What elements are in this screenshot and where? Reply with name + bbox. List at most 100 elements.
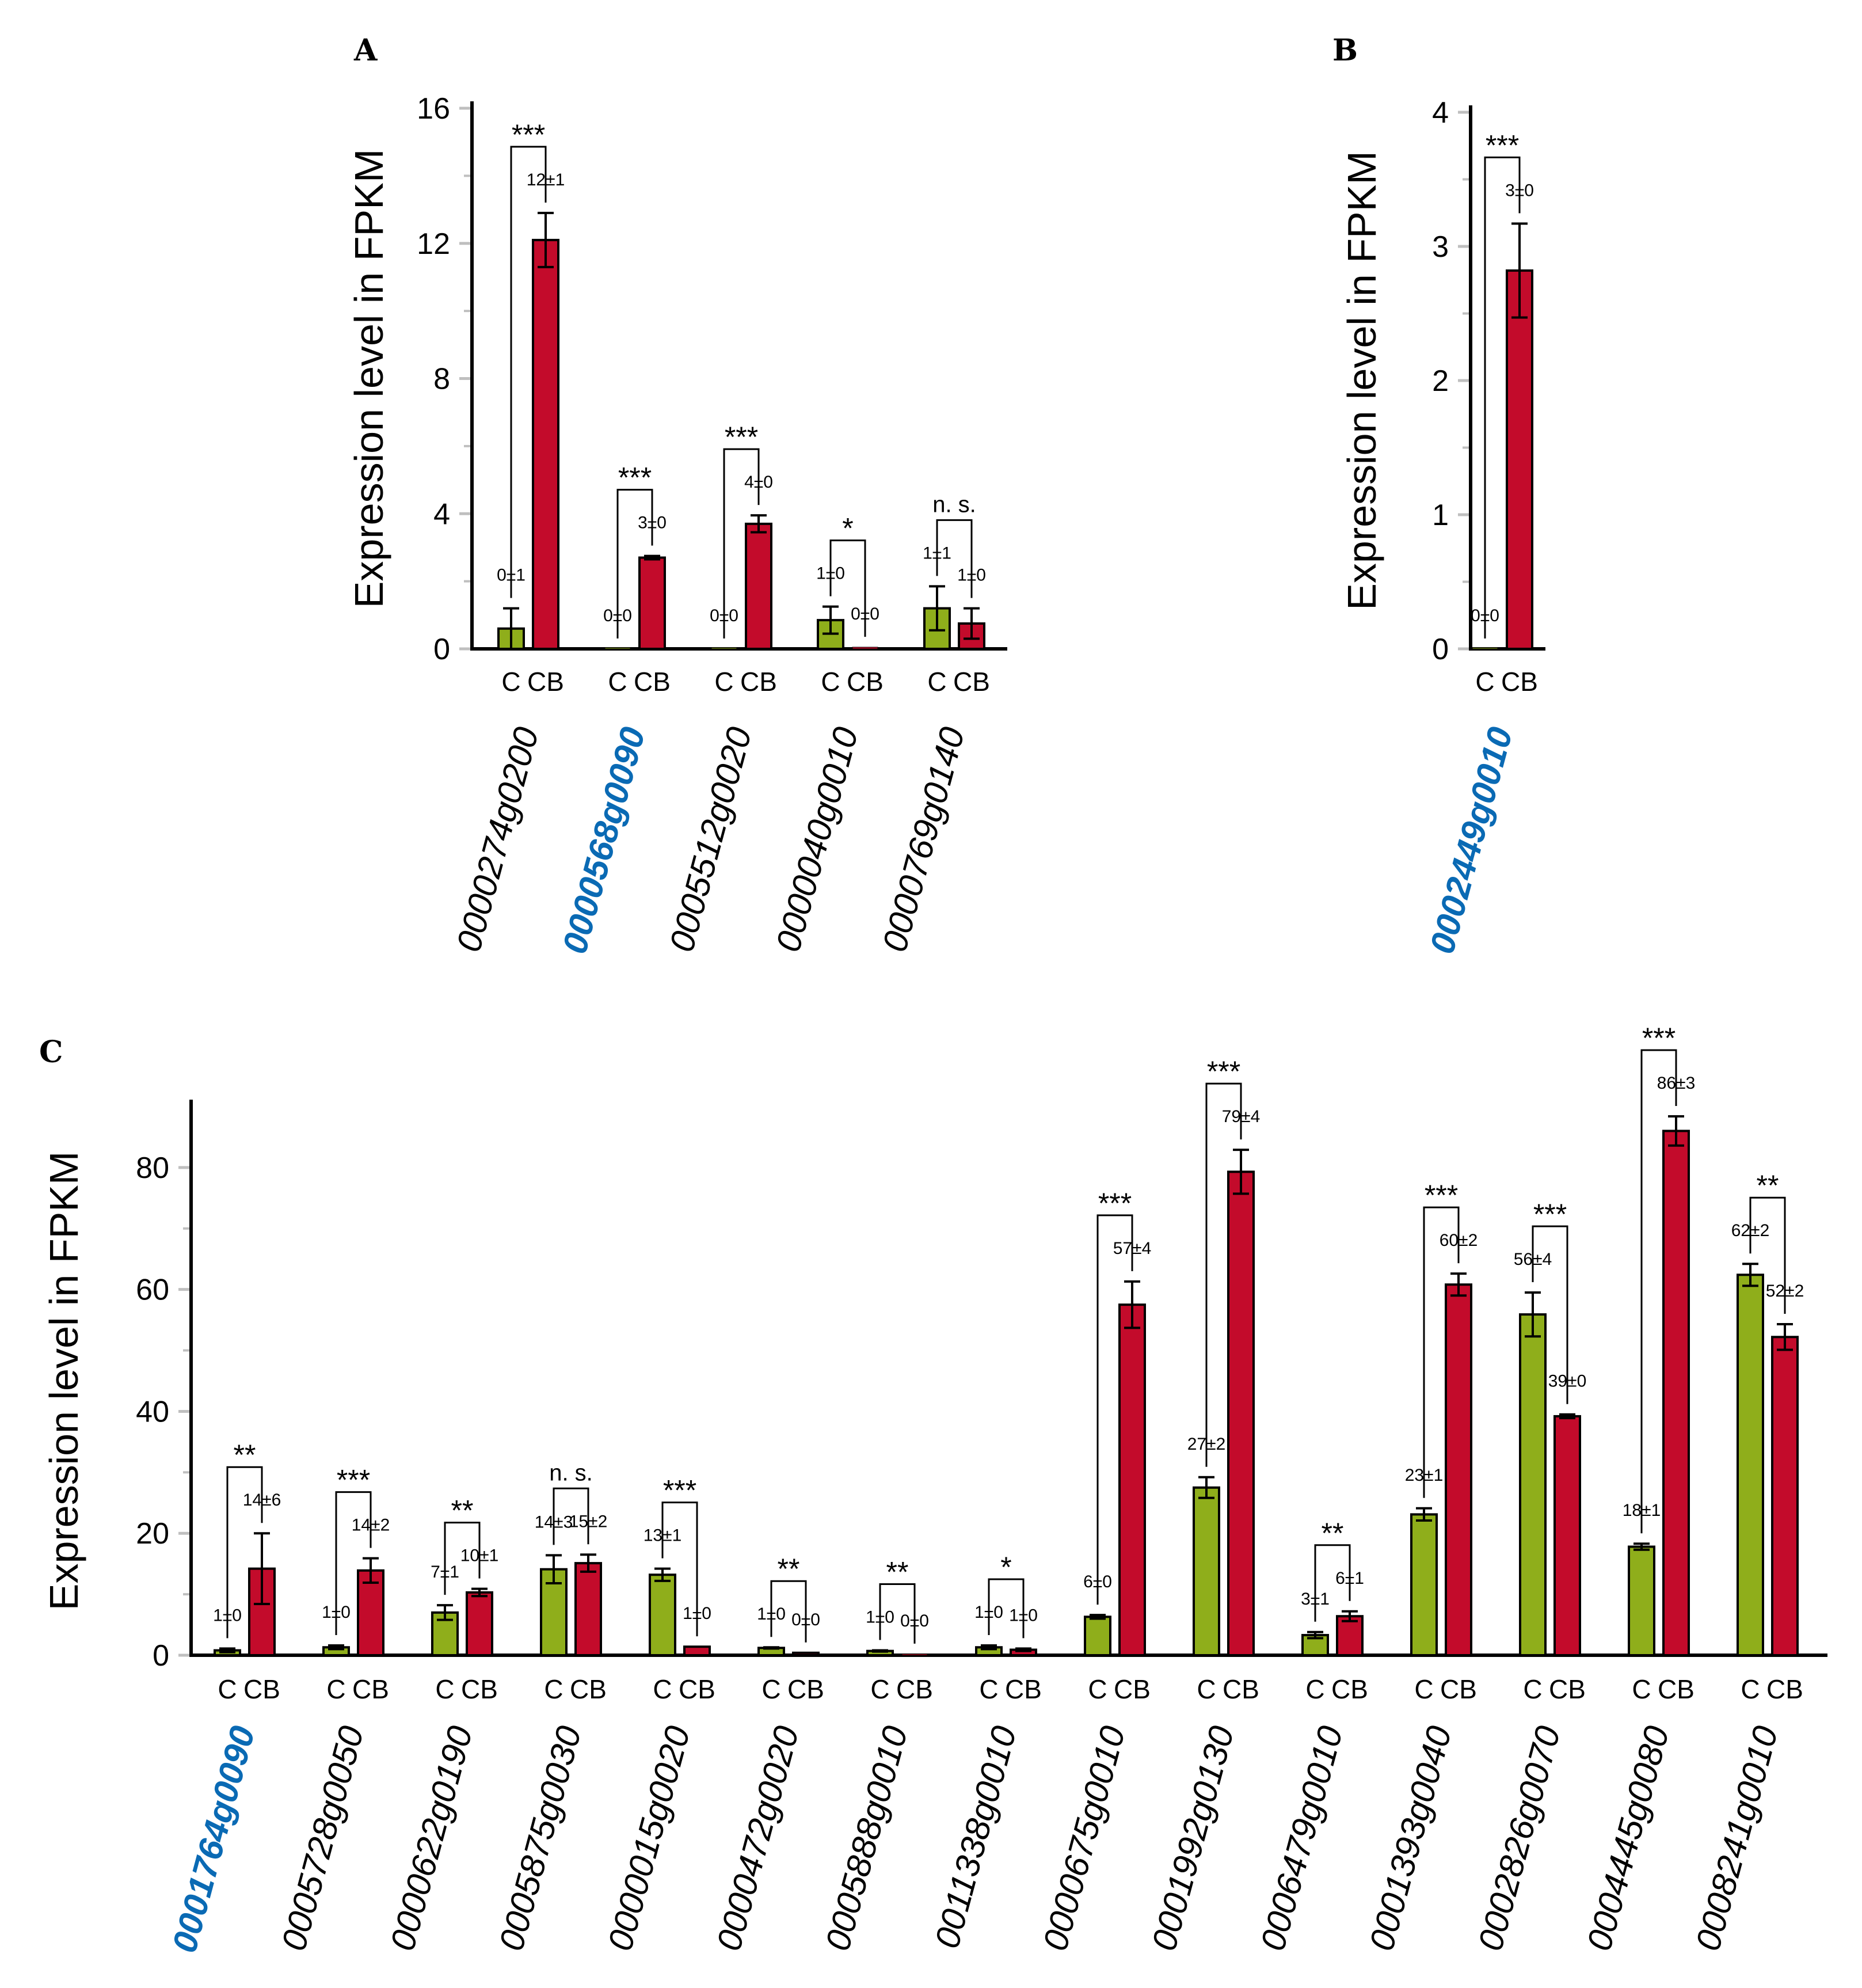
gene-label: 0005888g0010 <box>818 1722 915 1955</box>
x-category-label: CB <box>1114 1674 1151 1704</box>
bar-treatment <box>466 1591 493 1656</box>
x-category-label: C <box>501 667 520 697</box>
significance-bracket <box>1640 1049 1677 1534</box>
x-category-label: CB <box>787 1674 824 1704</box>
bar-treatment <box>745 522 772 651</box>
y-tick-label: 12 <box>417 227 450 261</box>
gene-label: 0004445g0080 <box>1579 1722 1676 1955</box>
bar-treatment <box>1506 269 1533 650</box>
gene-label: 0011338g0010 <box>927 1722 1023 1952</box>
gene-label: 0001393g0040 <box>1362 1722 1459 1955</box>
gene-label: 0005728g0050 <box>274 1722 371 1955</box>
y-tick-label: 20 <box>136 1517 169 1550</box>
significance-bracket <box>553 1487 589 1545</box>
significance-bracket <box>879 1583 916 1644</box>
significance-bracket <box>770 1580 807 1643</box>
panel-letter-b: B <box>1332 33 1358 68</box>
gene-label: 0000274g0200 <box>449 723 546 956</box>
significance-bracket <box>1749 1196 1786 1314</box>
bar-treatment <box>1771 1336 1799 1656</box>
panel-letter-c: C <box>39 1035 63 1070</box>
significance-label: *** <box>1098 1187 1132 1219</box>
bar-control <box>649 1573 676 1656</box>
x-category-label: CB <box>740 667 777 697</box>
panel-c-chart: Expression level in FPKM0204060801±0C14±… <box>41 1022 1827 1956</box>
gene-label-highlighted: 0002449g0010 <box>1422 723 1520 957</box>
gene-label: 0000675g0010 <box>1035 1722 1132 1955</box>
bar-treatment <box>1662 1130 1690 1657</box>
x-category-label: CB <box>896 1674 933 1704</box>
x-category-label: CB <box>1658 1674 1695 1704</box>
x-category-label: C <box>218 1674 237 1704</box>
bar-treatment <box>852 647 878 649</box>
y-axis-title: Expression level in FPKM <box>41 1151 86 1611</box>
significance-bracket <box>1205 1082 1242 1467</box>
significance-label: n. s. <box>549 1460 593 1485</box>
significance-bracket <box>444 1522 481 1595</box>
x-category-label: C <box>544 1674 563 1704</box>
gene-label: 0000472g0020 <box>709 1722 806 1955</box>
gene-label: 0006479g0010 <box>1253 1722 1350 1955</box>
y-tick-label: 16 <box>417 92 450 126</box>
x-category-label: CB <box>243 1674 280 1704</box>
x-category-label: CB <box>1005 1674 1042 1704</box>
significance-bracket <box>988 1578 1025 1639</box>
significance-bracket <box>226 1466 263 1639</box>
y-tick-label: 80 <box>136 1151 169 1185</box>
y-tick-label: 1 <box>1432 499 1449 532</box>
x-category-label: CB <box>1331 1674 1368 1704</box>
significance-label: ** <box>234 1439 256 1471</box>
panel-a-chart: Expression level in FPKM04812160±1C12±1C… <box>346 92 1007 957</box>
significance-label: *** <box>1642 1022 1676 1054</box>
x-category-label: CB <box>1766 1674 1803 1704</box>
y-tick-label: 0 <box>153 1639 169 1672</box>
significance-label: *** <box>663 1474 696 1507</box>
x-category-label: C <box>435 1674 454 1704</box>
x-category-label: C <box>979 1674 998 1704</box>
significance-label: *** <box>1207 1055 1240 1088</box>
significance-label: *** <box>512 119 545 151</box>
significance-label: *** <box>618 462 652 494</box>
x-category-label: CB <box>352 1674 389 1704</box>
significance-label: * <box>842 512 853 545</box>
gene-label: 0001992g0130 <box>1144 1722 1241 1955</box>
bar-control <box>1410 1513 1438 1657</box>
bar-treatment <box>792 1651 820 1656</box>
significance-label: n. s. <box>932 492 976 517</box>
x-category-label: CB <box>1549 1674 1586 1704</box>
significance-label: *** <box>725 421 758 453</box>
bar-treatment <box>1227 1170 1255 1657</box>
x-category-label: C <box>1632 1674 1651 1704</box>
significance-label: *** <box>1425 1179 1458 1211</box>
significance-label: ** <box>778 1553 800 1585</box>
significance-label: ** <box>886 1556 909 1588</box>
x-category-label: C <box>1414 1674 1433 1704</box>
x-category-label: C <box>326 1674 345 1704</box>
y-tick-label: 40 <box>136 1395 169 1428</box>
bar-control <box>1084 1616 1111 1657</box>
y-tick-label: 8 <box>433 363 450 396</box>
significance-bracket <box>1423 1206 1460 1498</box>
y-tick-label: 4 <box>1432 96 1449 130</box>
x-category-label: CB <box>634 667 671 697</box>
bar-treatment <box>638 556 666 651</box>
significance-bracket <box>1314 1544 1351 1622</box>
significance-bracket <box>661 1502 698 1637</box>
x-category-label: CB <box>527 667 564 697</box>
x-category-label: CB <box>953 667 990 697</box>
y-tick-label: 4 <box>433 497 450 531</box>
significance-bracket <box>335 1491 372 1636</box>
significance-bracket <box>936 519 973 598</box>
panel-b-chart: Expression level in FPKM012340±0C3±0CB**… <box>1339 96 1545 957</box>
x-category-label: C <box>1741 1674 1760 1704</box>
y-tick-label: 0 <box>1432 633 1449 666</box>
gene-label: 0005512g0020 <box>662 723 759 956</box>
significance-label: *** <box>337 1464 370 1496</box>
bar-treatment <box>574 1562 602 1656</box>
x-category-label: C <box>653 1674 672 1704</box>
x-category-label: C <box>761 1674 780 1704</box>
significance-bracket <box>1532 1225 1568 1404</box>
bar-treatment <box>901 1654 928 1656</box>
gene-label: 0000769g0140 <box>875 723 972 956</box>
